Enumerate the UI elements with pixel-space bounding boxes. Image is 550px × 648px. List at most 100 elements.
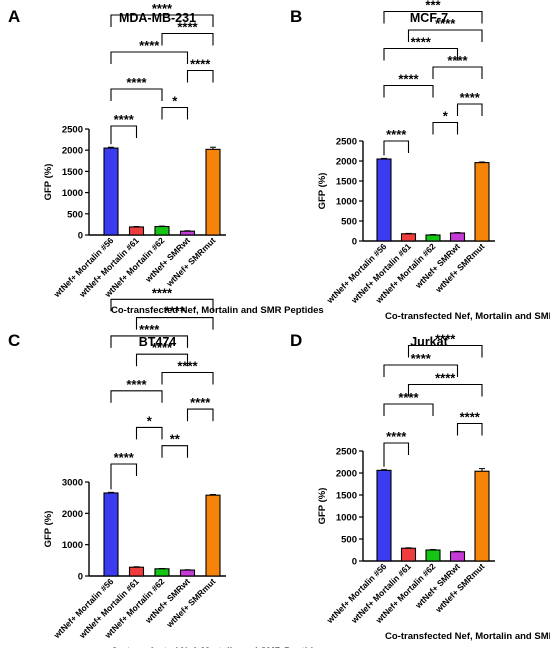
bar [474,470,490,562]
panel-letter: B [290,7,302,26]
significance-label: * [147,413,153,428]
bar [103,492,119,577]
significance-bracket [383,442,410,467]
significance-label: **** [190,57,211,72]
significance-bracket [110,88,163,101]
bar [128,226,145,236]
significance-bracket [383,140,410,156]
significance-bracket [110,14,214,27]
significance-label: *** [425,0,441,13]
significance-label: **** [435,371,456,386]
y-tick-label: 1500 [336,177,357,188]
significance-label: **** [386,127,407,142]
bar [449,232,466,242]
y-tick-label: 1000 [336,197,357,208]
significance-bracket [110,298,214,312]
y-tick-label: 2000 [62,509,83,520]
significance-label: **** [190,395,211,410]
bar [179,569,196,577]
significance-bracket [110,51,189,64]
significance-label: **** [411,351,432,366]
y-tick-label: 2000 [62,146,83,157]
bar [376,158,392,242]
y-axis-label: GFP (%) [317,173,328,210]
chart-title: BT474 [139,335,177,349]
y-tick-label: 1000 [62,540,83,551]
bar [449,551,466,562]
significance-bracket [135,353,189,367]
x-axis-label: Co-transfected Nef, Mortalin and SMR Pep… [385,631,550,642]
significance-label: **** [126,377,147,392]
significance-bracket [383,364,459,377]
y-tick-label: 1000 [62,188,83,199]
significance-bracket [135,317,214,330]
x-axis-label: Co-transfected Nef, Mortalin and SMR Pep… [111,646,324,648]
significance-bracket [135,426,163,440]
y-axis-label: GFP (%) [317,488,328,525]
significance-label: * [443,109,449,124]
y-tick-label: 2000 [336,157,357,168]
significance-bracket [110,390,163,403]
y-tick-label: 1500 [336,491,357,502]
y-tick-label: 1000 [336,513,357,524]
significance-label: **** [398,390,419,405]
significance-label: **** [460,410,481,425]
significance-label: **** [139,322,160,337]
significance-bracket [432,66,483,79]
significance-label: **** [152,340,173,355]
significance-label: **** [460,90,481,105]
x-axis-label: Co-transfected Nef, Mortalin and SMR Pep… [385,311,550,322]
y-tick-label: 1500 [62,167,83,178]
bar [154,568,170,577]
chart-title: MCF-7 [410,11,448,25]
significance-bracket [407,29,483,42]
significance-label: * [172,94,178,109]
y-tick-label: 500 [341,535,357,546]
y-axis-label: GFP (%) [43,511,54,548]
significance-label: **** [165,304,186,319]
significance-bracket [456,422,483,436]
significance-label: **** [411,35,432,50]
significance-bracket [161,371,214,385]
significance-bracket [383,47,459,61]
bar [376,469,392,562]
y-tick-label: 500 [67,209,83,220]
significance-bracket [110,463,138,490]
significance-label: **** [435,332,456,347]
significance-label: **** [386,429,407,444]
y-tick-label: 0 [78,231,83,242]
significance-bracket [383,84,434,98]
bar [205,494,221,577]
significance-bracket [456,103,483,116]
y-tick-label: 500 [341,217,357,228]
significance-label: ** [170,432,181,447]
significance-label: **** [152,285,173,300]
bar [474,162,490,242]
significance-bracket [383,403,434,416]
y-tick-label: 0 [352,237,357,248]
significance-label: **** [114,450,135,465]
significance-bracket [110,335,189,348]
significance-label: **** [177,20,198,35]
bar [128,566,145,577]
significance-bracket [186,69,214,83]
significance-bracket [110,125,138,145]
bar [154,225,170,236]
significance-bracket [161,32,214,46]
y-tick-label: 2500 [336,137,357,148]
y-tick-label: 0 [78,572,83,583]
y-tick-label: 2500 [62,125,83,136]
significance-bracket [383,10,483,24]
significance-label: **** [398,72,419,87]
significance-bracket [161,106,189,120]
significance-bracket [161,445,189,458]
y-tick-label: 0 [352,557,357,568]
panel-letter: A [8,7,20,26]
bar [425,549,441,562]
bar [205,148,221,236]
significance-bracket [407,383,483,397]
significance-bracket [186,408,214,422]
bar [103,147,119,236]
significance-bracket [432,121,459,135]
